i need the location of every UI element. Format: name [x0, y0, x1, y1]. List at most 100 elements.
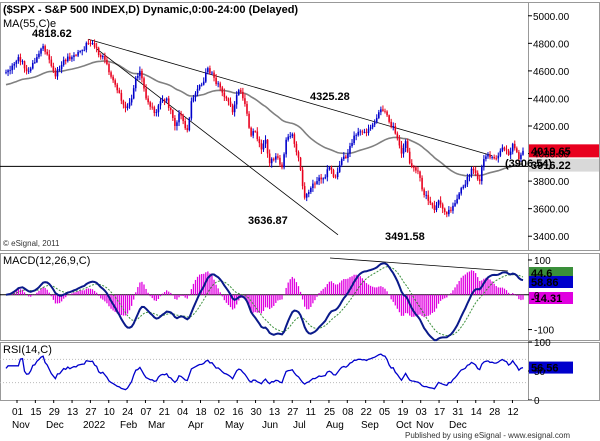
price-tag-label: 3916.22 — [531, 160, 571, 172]
date-label: 27 — [287, 407, 299, 418]
candle-body — [25, 68, 28, 72]
date-label: 28 — [489, 407, 501, 418]
macd-tick-label: -100 — [534, 326, 554, 337]
price-tick-label: 3600.00 — [533, 205, 570, 216]
candle-body — [445, 211, 448, 215]
candle-body — [15, 61, 18, 64]
candle-body — [380, 109, 382, 113]
macd-tag-box — [529, 276, 573, 288]
candle-body — [44, 46, 46, 52]
month-label: Jun — [262, 420, 278, 431]
date-label: 07 — [140, 407, 152, 418]
candle-body — [250, 127, 252, 136]
candle-body — [293, 134, 296, 144]
candle-body — [415, 167, 417, 171]
macd-tag-label: 58.86 — [531, 277, 559, 289]
candle-body — [149, 102, 151, 107]
candle-body — [246, 103, 248, 114]
candle-body — [19, 57, 22, 62]
date-label: 18 — [196, 407, 208, 418]
month-label: Apr — [188, 420, 204, 431]
rsi-tick-label: 100 — [534, 338, 551, 349]
candle-body — [501, 147, 504, 151]
candle-body — [499, 150, 502, 156]
candle-body — [223, 92, 226, 97]
candle-body — [29, 68, 32, 71]
candle-body — [176, 122, 178, 126]
candle-body — [83, 49, 86, 51]
candle-body — [186, 128, 189, 131]
candle-body — [213, 72, 215, 78]
candle-body — [314, 183, 316, 185]
candle-body — [128, 102, 131, 107]
candle-body — [130, 98, 133, 103]
candle-body — [194, 93, 197, 98]
date-label: 21 — [159, 407, 171, 418]
candle-body — [285, 139, 287, 155]
candle-body — [468, 175, 471, 177]
candle-body — [497, 155, 500, 159]
price-tick-label: 4200.00 — [533, 122, 570, 133]
candle-body — [180, 113, 182, 116]
candle-body — [478, 179, 481, 182]
date-label: 11 — [306, 407, 317, 418]
candle-body — [252, 131, 254, 136]
date-label: 10 — [104, 407, 116, 418]
candle-body — [448, 209, 450, 215]
candle-body — [36, 57, 38, 63]
candle-body — [493, 157, 495, 159]
candle-body — [240, 90, 242, 92]
date-label: 24 — [122, 407, 134, 418]
candle-body — [69, 56, 71, 60]
candle-body — [268, 153, 271, 164]
candle-body — [254, 131, 257, 132]
candle-body — [423, 189, 425, 196]
candle-body — [62, 59, 65, 65]
price-tag-label: 4019.65 — [531, 146, 571, 158]
date-label: 27 — [85, 407, 97, 418]
candle-body — [147, 98, 149, 103]
candle-body — [476, 172, 479, 180]
date-label: 16 — [232, 407, 244, 418]
candle-body — [237, 90, 240, 95]
candle-body — [394, 126, 397, 134]
candle-body — [13, 63, 16, 66]
candle-body — [437, 200, 440, 206]
candle-body — [305, 193, 308, 198]
candle-body — [439, 200, 442, 205]
candle-body — [56, 69, 59, 77]
candle-body — [320, 177, 322, 180]
candle-body — [406, 141, 409, 152]
candle-body — [507, 150, 510, 155]
candle-body — [116, 84, 119, 91]
candle-body — [454, 203, 456, 206]
candle-body — [518, 152, 520, 160]
candle-body — [221, 87, 224, 93]
candle-body — [318, 177, 320, 182]
candle-body — [481, 167, 483, 182]
month-label: Sep — [361, 420, 379, 431]
candle-body — [400, 145, 403, 154]
candle-body — [421, 177, 423, 190]
candle-body — [433, 205, 436, 211]
candle-body — [188, 118, 191, 131]
macd-tag-box — [529, 292, 573, 304]
candle-body — [50, 59, 53, 66]
candle-body — [60, 64, 63, 70]
candle-body — [382, 109, 384, 111]
candle-body — [104, 56, 106, 60]
candle-body — [322, 178, 325, 180]
candle-body — [169, 107, 172, 111]
candle-body — [270, 158, 273, 164]
candle-body — [361, 131, 364, 133]
candle-body — [297, 152, 300, 158]
candle-body — [266, 139, 269, 154]
date-label: 05 — [379, 407, 391, 418]
candle-body — [81, 50, 84, 52]
candle-body — [443, 208, 446, 212]
candle-body — [312, 183, 314, 188]
candle-body — [260, 143, 263, 150]
macd-tick-label: 0 — [534, 291, 540, 302]
month-label: Dec — [46, 420, 64, 431]
